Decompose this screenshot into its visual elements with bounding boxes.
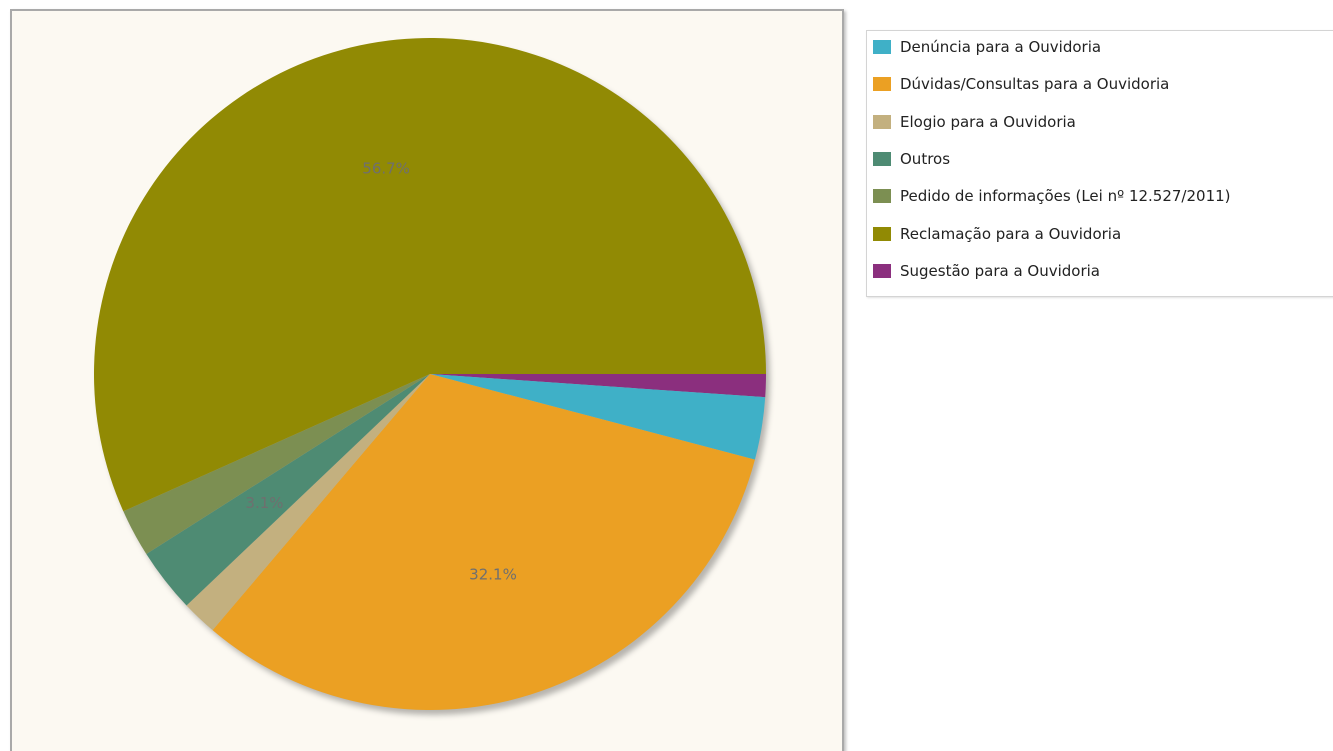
data-label-duvidas-consultas-para-a-ouvidoria: 32.1% [469,565,517,583]
legend-swatch [873,226,891,241]
legend-swatch [873,263,891,278]
legend-item[interactable]: Pedido de informações (Lei nº 12.527/201… [873,186,1231,206]
pie-slice-elogio-para-a-ouvidoria[interactable] [186,374,430,631]
legend-swatch [873,40,891,54]
pie-slice-outros[interactable] [146,374,430,606]
legend-swatch [873,77,891,92]
legend-item[interactable]: Elogio para a Ouvidoria [873,112,1076,132]
pie-slice-denuncia-para-a-ouvidoria[interactable] [430,374,766,460]
legend-swatch [873,114,891,129]
legend-item[interactable]: Denúncia para a Ouvidoria [873,37,1101,57]
legend-item[interactable]: Reclamação para a Ouvidoria [873,224,1121,244]
legend-label: Dúvidas/Consultas para a Ouvidoria [900,75,1170,94]
pie-slice-reclamacao-para-a-ouvidoria[interactable] [94,37,767,512]
legend-item[interactable]: Dúvidas/Consultas para a Ouvidoria [873,74,1169,94]
legend-label: Outros [900,149,951,168]
legend-label: Reclamação para a Ouvidoria [900,224,1122,243]
pie-chart: 56.7% 32.1% 3.1% [94,37,770,715]
pie-slice-sugestao-para-a-ouvidoria[interactable] [430,374,766,398]
data-label-reclamacao-para-a-ouvidoria: 56.7% [362,160,410,178]
legend-item[interactable]: Sugestão para a Ouvidoria [873,261,1100,281]
legend-label: Elogio para a Ouvidoria [900,112,1076,131]
legend-swatch [873,189,891,204]
chart-legend: Denúncia para a Ouvidoria Dúvidas/Consult… [866,30,1333,297]
legend-label: Sugestão para a Ouvidoria [900,261,1100,280]
data-label-outros: 3.1% [245,494,283,512]
pie-slice-duvidas-consultas-para-a-ouvidoria[interactable] [212,374,755,710]
pie-slice-pedido-de-informacoes-lei-n-12-527-2011[interactable] [123,374,430,555]
legend-swatch [873,151,891,166]
legend-label: Pedido de informações (Lei nº 12.527/201… [900,187,1231,206]
legend-label: Denúncia para a Ouvidoria [900,38,1102,56]
pie-plot-area: 56.7% 32.1% 3.1% [10,9,844,751]
legend-item[interactable]: Outros [873,149,950,169]
